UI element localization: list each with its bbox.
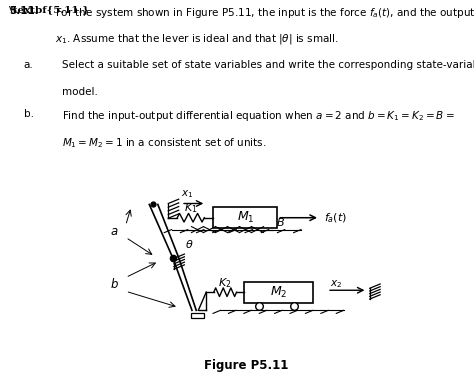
Text: Select a suitable set of state variables and write the corresponding state-varia: Select a suitable set of state variables… xyxy=(62,60,474,70)
Text: $K_2$: $K_2$ xyxy=(219,276,232,290)
Text: $M_2$: $M_2$ xyxy=(270,285,287,300)
Text: $M_1$: $M_1$ xyxy=(237,210,254,225)
Text: $f_a(t)$: $f_a(t)$ xyxy=(324,211,347,225)
Text: $B$: $B$ xyxy=(276,216,285,228)
Text: \textbf{5.11.}: \textbf{5.11.} xyxy=(9,6,90,15)
Text: b.: b. xyxy=(24,109,34,120)
Text: $x_1$: $x_1$ xyxy=(181,188,193,199)
Text: a.: a. xyxy=(24,60,34,70)
Text: Figure P5.11: Figure P5.11 xyxy=(204,359,289,372)
Text: model.: model. xyxy=(62,87,98,97)
Text: $b$: $b$ xyxy=(109,277,118,291)
Text: $x_1$. Assume that the lever is ideal and that $|\theta|$ is small.: $x_1$. Assume that the lever is ideal an… xyxy=(55,32,338,46)
Text: Find the input-output differential equation when $a = 2$ and $b = K_1 = K_2 = B : Find the input-output differential equat… xyxy=(62,109,454,123)
Text: $K_1$: $K_1$ xyxy=(184,201,198,215)
Text: $M_1 = M_2 = 1$ in a consistent set of units.: $M_1 = M_2 = 1$ in a consistent set of u… xyxy=(62,136,266,150)
Bar xyxy=(191,313,204,318)
Text: $x_2$: $x_2$ xyxy=(330,278,343,290)
Text: 5.11.: 5.11. xyxy=(9,6,39,16)
Bar xyxy=(244,282,313,302)
Text: $\theta$: $\theta$ xyxy=(185,238,193,250)
Bar xyxy=(213,207,277,228)
Text: $a$: $a$ xyxy=(110,225,118,238)
Text: For the system shown in Figure P5.11, the input is the force $f_a(t)$, and the o: For the system shown in Figure P5.11, th… xyxy=(55,6,474,20)
